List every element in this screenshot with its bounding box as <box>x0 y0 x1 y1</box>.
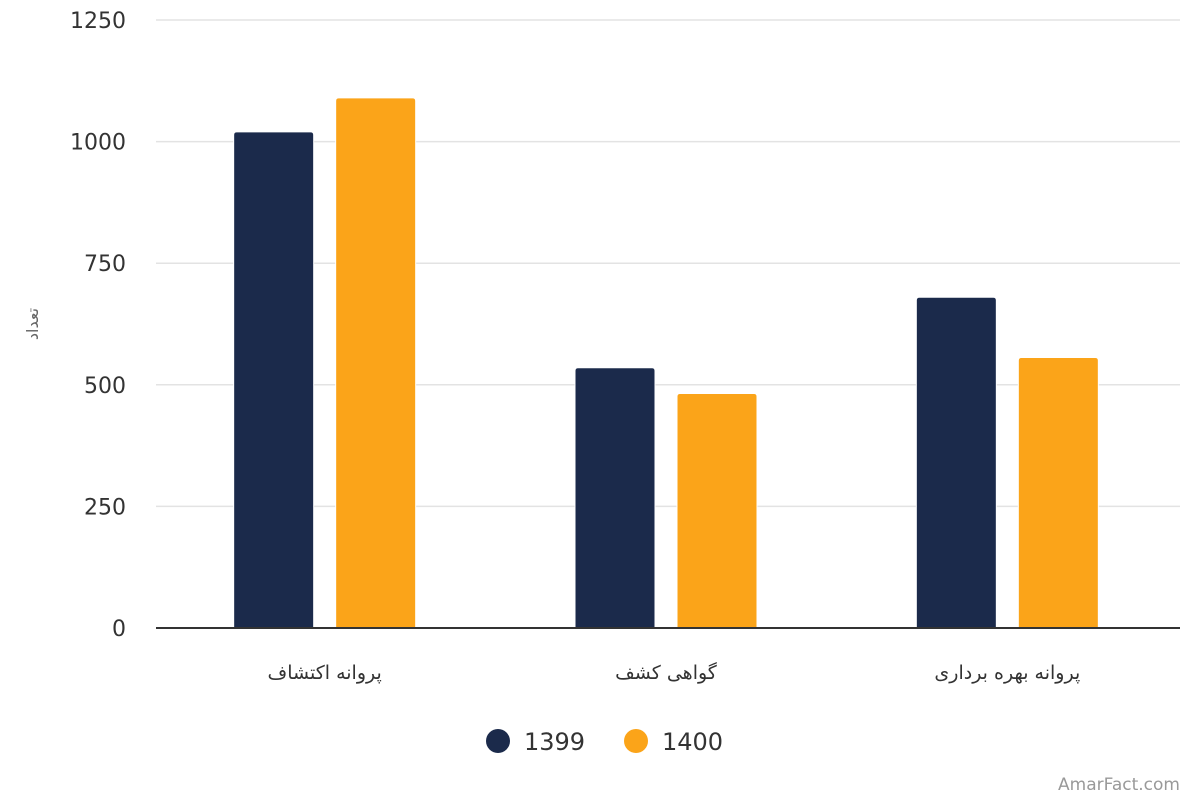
legend[interactable]: 1399 1400 <box>486 728 723 756</box>
bar-1400-1[interactable] <box>676 393 758 629</box>
y-axis-label: تعداد <box>23 308 42 340</box>
x-category-label: پروانه بهره برداری <box>934 662 1080 684</box>
y-tick-label: 500 <box>84 374 126 399</box>
x-category-label: پروانه اکتشاف <box>268 662 382 684</box>
x-category-label: گواهی کشف <box>615 661 718 684</box>
bar-1399-2[interactable] <box>915 296 997 629</box>
legend-marker-1400[interactable] <box>624 729 648 753</box>
y-tick-label: 1000 <box>70 131 126 156</box>
x-axis-categories: پروانه اکتشاف گواهی کشف پروانه بهره برداری <box>268 661 1081 684</box>
legend-marker-1399[interactable] <box>486 729 510 753</box>
watermark-text: AmarFact.com <box>1058 775 1180 795</box>
y-tick-label: 250 <box>84 495 126 520</box>
y-axis-ticks: 0 250 500 750 1000 1250 <box>70 9 126 642</box>
y-tick-label: 0 <box>112 617 126 642</box>
bar-1400-2[interactable] <box>1017 357 1099 629</box>
y-tick-label: 1250 <box>70 9 126 34</box>
bar-1399-1[interactable] <box>574 367 656 629</box>
y-tick-label: 750 <box>84 252 126 277</box>
legend-label-1400[interactable]: 1400 <box>662 728 723 756</box>
bar-1400-0[interactable] <box>335 97 417 629</box>
grid-lines <box>156 19 1180 508</box>
legend-label-1399[interactable]: 1399 <box>524 728 585 756</box>
bars <box>233 97 1099 629</box>
bar-1399-0[interactable] <box>233 131 315 629</box>
